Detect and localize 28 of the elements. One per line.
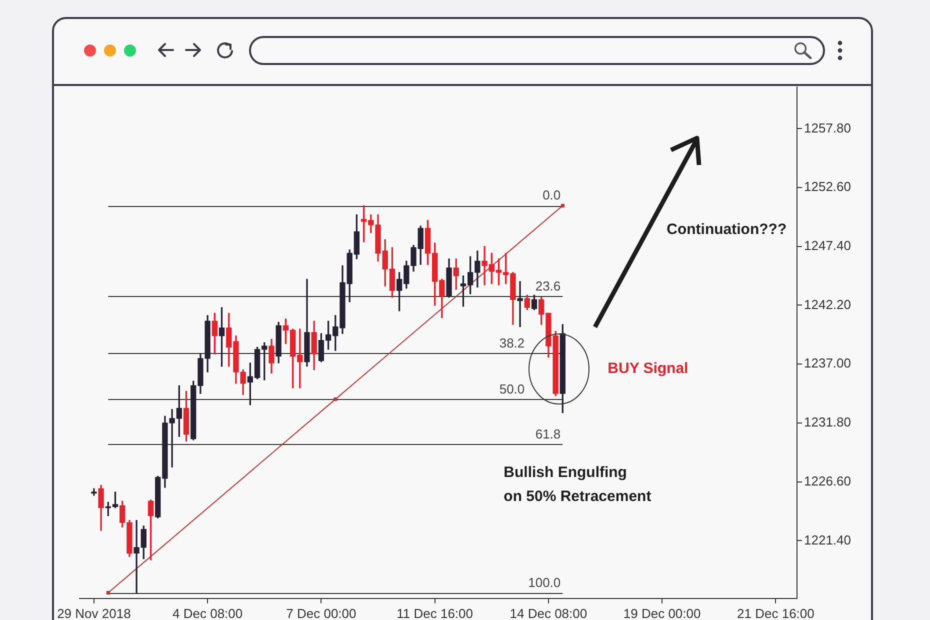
annotation: Bullish Engulfing on 50% Retracement	[504, 464, 652, 505]
annotation: 23.6	[535, 278, 561, 294]
point	[106, 590, 110, 595]
y-tick-label: 1247.40	[804, 238, 852, 253]
y-tick-label: 1242.20	[804, 296, 852, 312]
annotation: 0.0	[542, 188, 561, 203]
annotation: 100.0	[528, 574, 561, 590]
x-tick-label: 7 Dec 00:00	[286, 606, 356, 620]
y-tick-label: 1231.80	[804, 414, 852, 430]
x-tick-label: 19 Dec 00:00	[623, 606, 701, 620]
y-tick-label: 1221.40	[804, 532, 852, 548]
y-tick-label: 1257.80	[804, 120, 852, 136]
annotation: 38.2	[499, 335, 525, 350]
x-tick-label: 29 Nov 2018	[57, 606, 131, 620]
y-tick-label: 1252.60	[804, 179, 852, 194]
point	[334, 397, 338, 401]
y-tick-label: 1237.00	[804, 356, 852, 371]
x-tick-label: 21 Dec 16:00	[737, 606, 814, 620]
annotation: 50.0	[499, 381, 525, 396]
point	[560, 204, 564, 208]
x-tick-label: 11 Dec 16:00	[396, 606, 474, 620]
annotation: Continuation???	[666, 220, 787, 238]
x-tick-label: 14 Dec 08:00	[510, 606, 588, 620]
x-tick-label: 4 Dec 08:00	[172, 606, 243, 620]
annotation: BUY Signal	[608, 360, 688, 377]
annotation: 61.8	[535, 426, 561, 442]
candlestick	[517, 281, 523, 328]
y-tick-label: 1226.60	[804, 473, 852, 488]
